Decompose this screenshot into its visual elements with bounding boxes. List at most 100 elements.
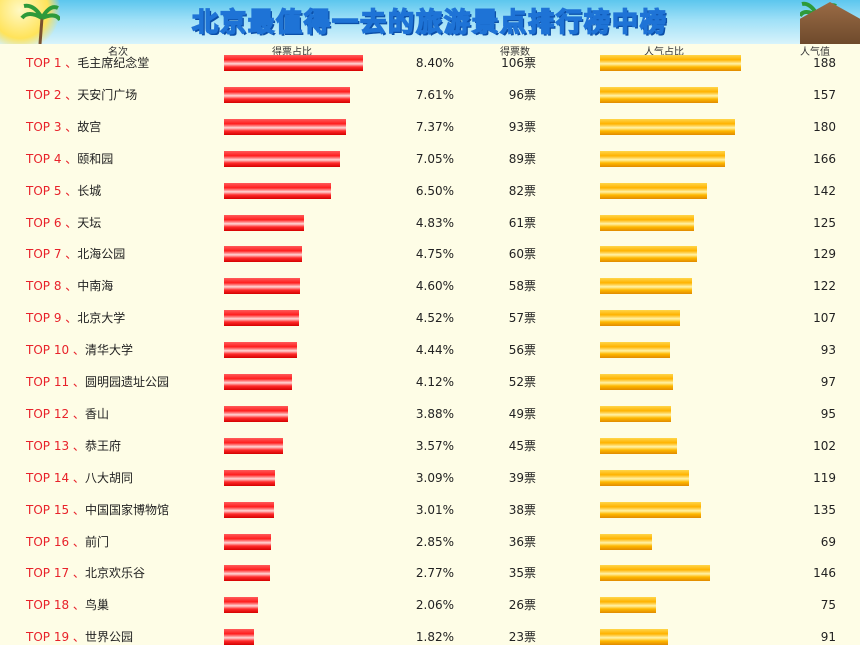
vote-share-value: 3.88% — [415, 406, 454, 421]
attraction-name: 清华大学 — [84, 343, 133, 358]
rank-label: TOP 15 — [26, 502, 70, 517]
votes-value: 45票 — [508, 438, 536, 453]
popularity-value: 125 — [813, 215, 836, 230]
attraction-name: 恭王府 — [84, 438, 121, 453]
rank-label: TOP 2 — [26, 87, 62, 102]
popularity-bar — [600, 86, 718, 103]
votes-value: 52票 — [508, 375, 536, 389]
attraction-name: 世界公园 — [84, 630, 133, 645]
vote-share-value: 4.60% — [415, 279, 454, 294]
rank-separator: 、 — [69, 502, 85, 517]
vote-share-value: 4.44% — [415, 343, 454, 358]
rank-cell: TOP 12 、香山 — [26, 406, 109, 422]
popularity-bar — [600, 405, 672, 422]
votes-value: 106票 — [501, 56, 536, 70]
rank-separator: 、 — [61, 87, 78, 102]
rank-cell: TOP 6 、天坛 — [26, 215, 101, 231]
rank-separator: 、 — [69, 630, 85, 645]
attraction-name: 颐和园 — [77, 151, 114, 166]
rank-separator: 、 — [69, 598, 85, 613]
rank-separator: 、 — [69, 566, 85, 581]
popularity-value: 75 — [820, 598, 836, 613]
popularity-value: 157 — [813, 87, 836, 102]
vote-share-value: 2.77% — [415, 566, 454, 581]
rank-separator: 、 — [61, 215, 78, 230]
rank-label: TOP 14 — [26, 470, 70, 485]
attraction-name: 毛主席纪念堂 — [77, 56, 150, 70]
popularity-bar — [600, 118, 735, 135]
rank-cell: TOP 11 、圆明园遗址公园 — [26, 374, 169, 390]
attraction-name: 北京欢乐谷 — [84, 566, 145, 581]
rank-cell: TOP 16 、前门 — [26, 534, 109, 550]
rank-cell: TOP 17 、北京欢乐谷 — [26, 565, 145, 581]
attraction-name: 天安门广场 — [77, 87, 138, 102]
rank-cell: TOP 4 、颐和园 — [26, 151, 113, 167]
popularity-value: 180 — [813, 119, 836, 134]
table-row: TOP 14 、八大胡同 3.09% 39票 119 — [0, 469, 860, 492]
vote-share-bar — [224, 86, 350, 103]
attraction-name: 中国国家博物馆 — [84, 502, 169, 517]
rank-label: TOP 11 — [26, 375, 70, 389]
vote-share-bar — [224, 342, 298, 359]
header-popularity-share: 人气占比 — [644, 47, 684, 58]
vote-share-bar — [224, 597, 258, 614]
rank-label: TOP 7 — [26, 247, 62, 262]
rank-separator: 、 — [61, 279, 78, 294]
attraction-name: 长城 — [77, 183, 102, 198]
popularity-value: 166 — [813, 151, 836, 166]
popularity-bar — [600, 278, 692, 295]
rank-label: TOP 4 — [26, 151, 62, 166]
votes-value: 57票 — [508, 311, 536, 326]
popularity-bar — [600, 501, 702, 518]
rank-cell: TOP 3 、故宫 — [26, 119, 101, 135]
popularity-bar — [600, 182, 707, 199]
rank-cell: TOP 8 、中南海 — [26, 278, 113, 294]
popularity-bar — [600, 469, 690, 486]
vote-share-value: 7.37% — [415, 119, 454, 134]
table-row: TOP 3 、故宫 7.37% 93票 180 — [0, 118, 860, 141]
vote-share-bar — [224, 501, 274, 518]
attraction-name: 前门 — [84, 534, 109, 549]
vote-share-value: 7.05% — [415, 151, 454, 166]
popularity-value: 102 — [813, 438, 836, 453]
popularity-value: 95 — [820, 406, 836, 421]
popularity-value: 122 — [813, 279, 836, 294]
rank-cell: TOP 1 、毛主席纪念堂 — [26, 55, 149, 71]
vote-share-bar — [224, 182, 332, 199]
table-row: TOP 9 、北京大学 4.52% 57票 107 — [0, 310, 860, 332]
rank-label: TOP 1 — [26, 56, 62, 70]
popularity-bar — [600, 437, 677, 454]
vote-share-value: 3.01% — [415, 502, 454, 517]
vote-share-bar — [224, 118, 346, 135]
table-row: TOP 2 、天安门广场 7.61% 96票 157 — [0, 86, 860, 109]
rank-cell: TOP 14 、八大胡同 — [26, 470, 133, 486]
rank-cell: TOP 18 、鸟巢 — [26, 597, 109, 613]
table-row: TOP 10 、清华大学 4.44% 56票 93 — [0, 342, 860, 364]
popularity-value: 119 — [813, 470, 836, 485]
votes-value: 35票 — [508, 566, 536, 581]
vote-share-bar — [224, 405, 289, 422]
rank-separator: 、 — [69, 375, 85, 389]
table-row: TOP 17 、北京欢乐谷 2.77% 35票 146 — [0, 565, 860, 587]
vote-share-bar — [224, 437, 283, 454]
rank-label: TOP 19 — [26, 630, 70, 645]
rank-label: TOP 13 — [26, 438, 70, 453]
rank-cell: TOP 7 、北海公园 — [26, 246, 125, 262]
votes-value: 23票 — [508, 630, 536, 645]
table-row: TOP 1 、毛主席纪念堂 8.40% 106票 188 — [0, 55, 860, 77]
rank-separator: 、 — [69, 438, 85, 453]
popularity-bar — [600, 310, 681, 327]
rank-label: TOP 17 — [26, 566, 70, 581]
vote-share-bar — [224, 150, 341, 167]
attraction-name: 故宫 — [77, 119, 102, 134]
table-row: TOP 11 、圆明园遗址公园 4.12% 52票 97 — [0, 374, 860, 396]
rank-cell: TOP 10 、清华大学 — [26, 342, 133, 358]
vote-share-value: 4.12% — [415, 375, 454, 389]
table-row: TOP 15 、中国国家博物馆 3.01% 38票 135 — [0, 501, 860, 524]
rank-label: TOP 3 — [26, 119, 62, 134]
rank-label: TOP 9 — [26, 311, 62, 326]
popularity-value: 135 — [813, 502, 836, 517]
attraction-name: 天坛 — [77, 215, 102, 230]
vote-share-value: 2.06% — [415, 598, 454, 613]
vote-share-bar — [224, 629, 255, 645]
